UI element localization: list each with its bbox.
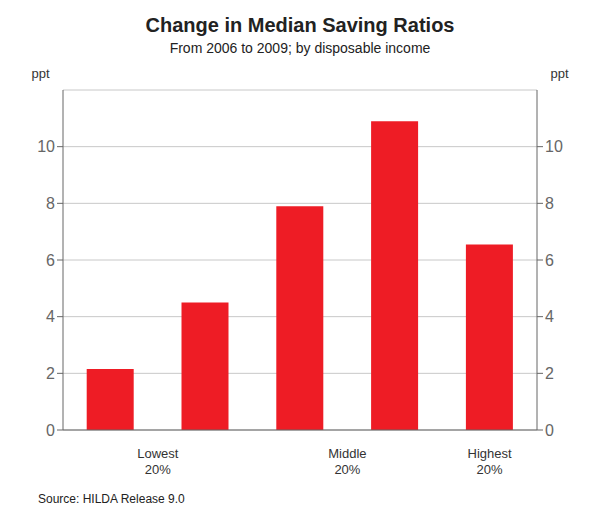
svg-text:4: 4 — [46, 308, 55, 325]
svg-text:Lowest20%: Lowest20% — [137, 446, 179, 477]
svg-text:Highest20%: Highest20% — [468, 446, 512, 477]
svg-text:10: 10 — [37, 138, 55, 155]
svg-text:ppt: ppt — [31, 66, 49, 81]
svg-text:10: 10 — [545, 138, 563, 155]
html-text:Source: HILDA Release 9.0: Source: HILDA Release 9.0 — [38, 492, 185, 506]
html-text:Change in Median Saving Ratios: Change in Median Saving Ratios — [145, 14, 455, 36]
svg-text:8: 8 — [545, 195, 554, 212]
svg-text:4: 4 — [545, 308, 554, 325]
svg-text:0: 0 — [545, 422, 554, 439]
svg-text:2: 2 — [545, 365, 554, 382]
svg-text:Middle20%: Middle20% — [328, 446, 366, 477]
svg-text:6: 6 — [46, 252, 55, 269]
svg-text:0: 0 — [46, 422, 55, 439]
svg-text:ppt: ppt — [550, 66, 568, 81]
html-text:From 2006 to 2009; by disposab: From 2006 to 2009; by disposable income — [169, 40, 431, 56]
svg-text:2: 2 — [46, 365, 55, 382]
svg-text:6: 6 — [545, 252, 554, 269]
svg-text:8: 8 — [46, 195, 55, 212]
